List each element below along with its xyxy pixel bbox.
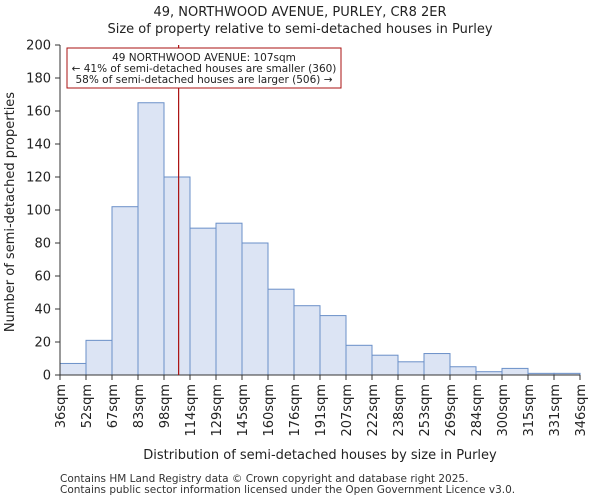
histogram-bar	[423, 353, 451, 376]
chart-subtitle: Size of property relative to semi-detach…	[107, 22, 492, 37]
y-tick-label: 160	[26, 105, 51, 120]
histogram-bar	[319, 315, 347, 376]
x-tick-label: 145sqm	[236, 384, 251, 437]
bars-group	[59, 102, 581, 376]
x-tick-label: 114sqm	[184, 384, 199, 437]
x-tick-label: 129sqm	[210, 384, 225, 437]
histogram-bar	[293, 305, 321, 376]
histogram-bar	[345, 344, 373, 376]
x-tick-label: 67sqm	[106, 384, 121, 428]
histogram-bar	[59, 362, 87, 376]
histogram-bar	[163, 176, 191, 376]
y-tick-label: 80	[34, 237, 51, 252]
x-tick-label: 98sqm	[158, 384, 173, 428]
histogram-bar	[137, 102, 165, 376]
histogram-bar	[111, 206, 139, 376]
histogram-bar	[267, 288, 295, 376]
footer-line-2: Contains public sector information licen…	[60, 484, 516, 496]
histogram-bar	[189, 227, 217, 376]
annotation-line-1: 49 NORTHWOOD AVENUE: 107sqm	[112, 52, 296, 64]
y-tick-label: 180	[26, 72, 51, 87]
x-tick-label: 52sqm	[80, 384, 95, 428]
histogram-bar	[371, 354, 399, 376]
annotation-line-2: ← 41% of semi-detached houses are smalle…	[72, 63, 337, 75]
x-tick-label: 191sqm	[314, 384, 329, 437]
y-tick-label: 200	[26, 39, 51, 54]
x-axis-ticks: 36sqm 52sqm 67sqm 83sqm 98sqm 114sqm 129sqm 145…	[54, 375, 589, 437]
y-tick-label: 100	[26, 204, 51, 219]
x-tick-label: 331sqm	[548, 384, 563, 437]
x-tick-label: 253sqm	[418, 384, 433, 437]
histogram-bar	[215, 222, 243, 376]
x-tick-label: 346sqm	[574, 384, 589, 437]
x-tick-label: 222sqm	[366, 384, 381, 437]
histogram-bar	[449, 366, 477, 376]
y-tick-label: 60	[34, 270, 51, 285]
x-tick-label: 207sqm	[340, 384, 355, 437]
x-tick-label: 238sqm	[392, 384, 407, 437]
x-axis-label: Distribution of semi-detached houses by …	[143, 448, 497, 463]
y-tick-label: 0	[43, 369, 51, 384]
y-axis-label: Number of semi-detached properties	[3, 92, 18, 332]
y-axis-ticks: 0 20 40 60 80 100 120 140 160 180 200	[26, 39, 60, 384]
annotation-box	[66, 47, 342, 89]
x-tick-label: 36sqm	[54, 384, 69, 428]
chart-title: 49, NORTHWOOD AVENUE, PURLEY, CR8 2ER	[154, 5, 447, 20]
x-tick-label: 176sqm	[288, 384, 303, 437]
histogram-bar	[397, 361, 425, 376]
x-tick-label: 315sqm	[522, 384, 537, 437]
y-tick-label: 120	[26, 171, 51, 186]
x-tick-label: 160sqm	[262, 384, 277, 437]
y-tick-label: 140	[26, 138, 51, 153]
x-tick-label: 83sqm	[132, 384, 147, 428]
y-tick-label: 20	[34, 336, 51, 351]
y-tick-label: 40	[34, 303, 51, 318]
annotation-line-3: 58% of semi-detached houses are larger (…	[76, 74, 333, 86]
histogram-bar	[501, 367, 529, 376]
x-tick-label: 300sqm	[496, 384, 511, 437]
histogram-bar	[241, 242, 269, 376]
footer-line-1: Contains HM Land Registry data © Crown c…	[60, 473, 469, 485]
x-tick-label: 284sqm	[470, 384, 485, 437]
histogram-bar	[85, 339, 113, 376]
x-tick-label: 269sqm	[444, 384, 459, 437]
